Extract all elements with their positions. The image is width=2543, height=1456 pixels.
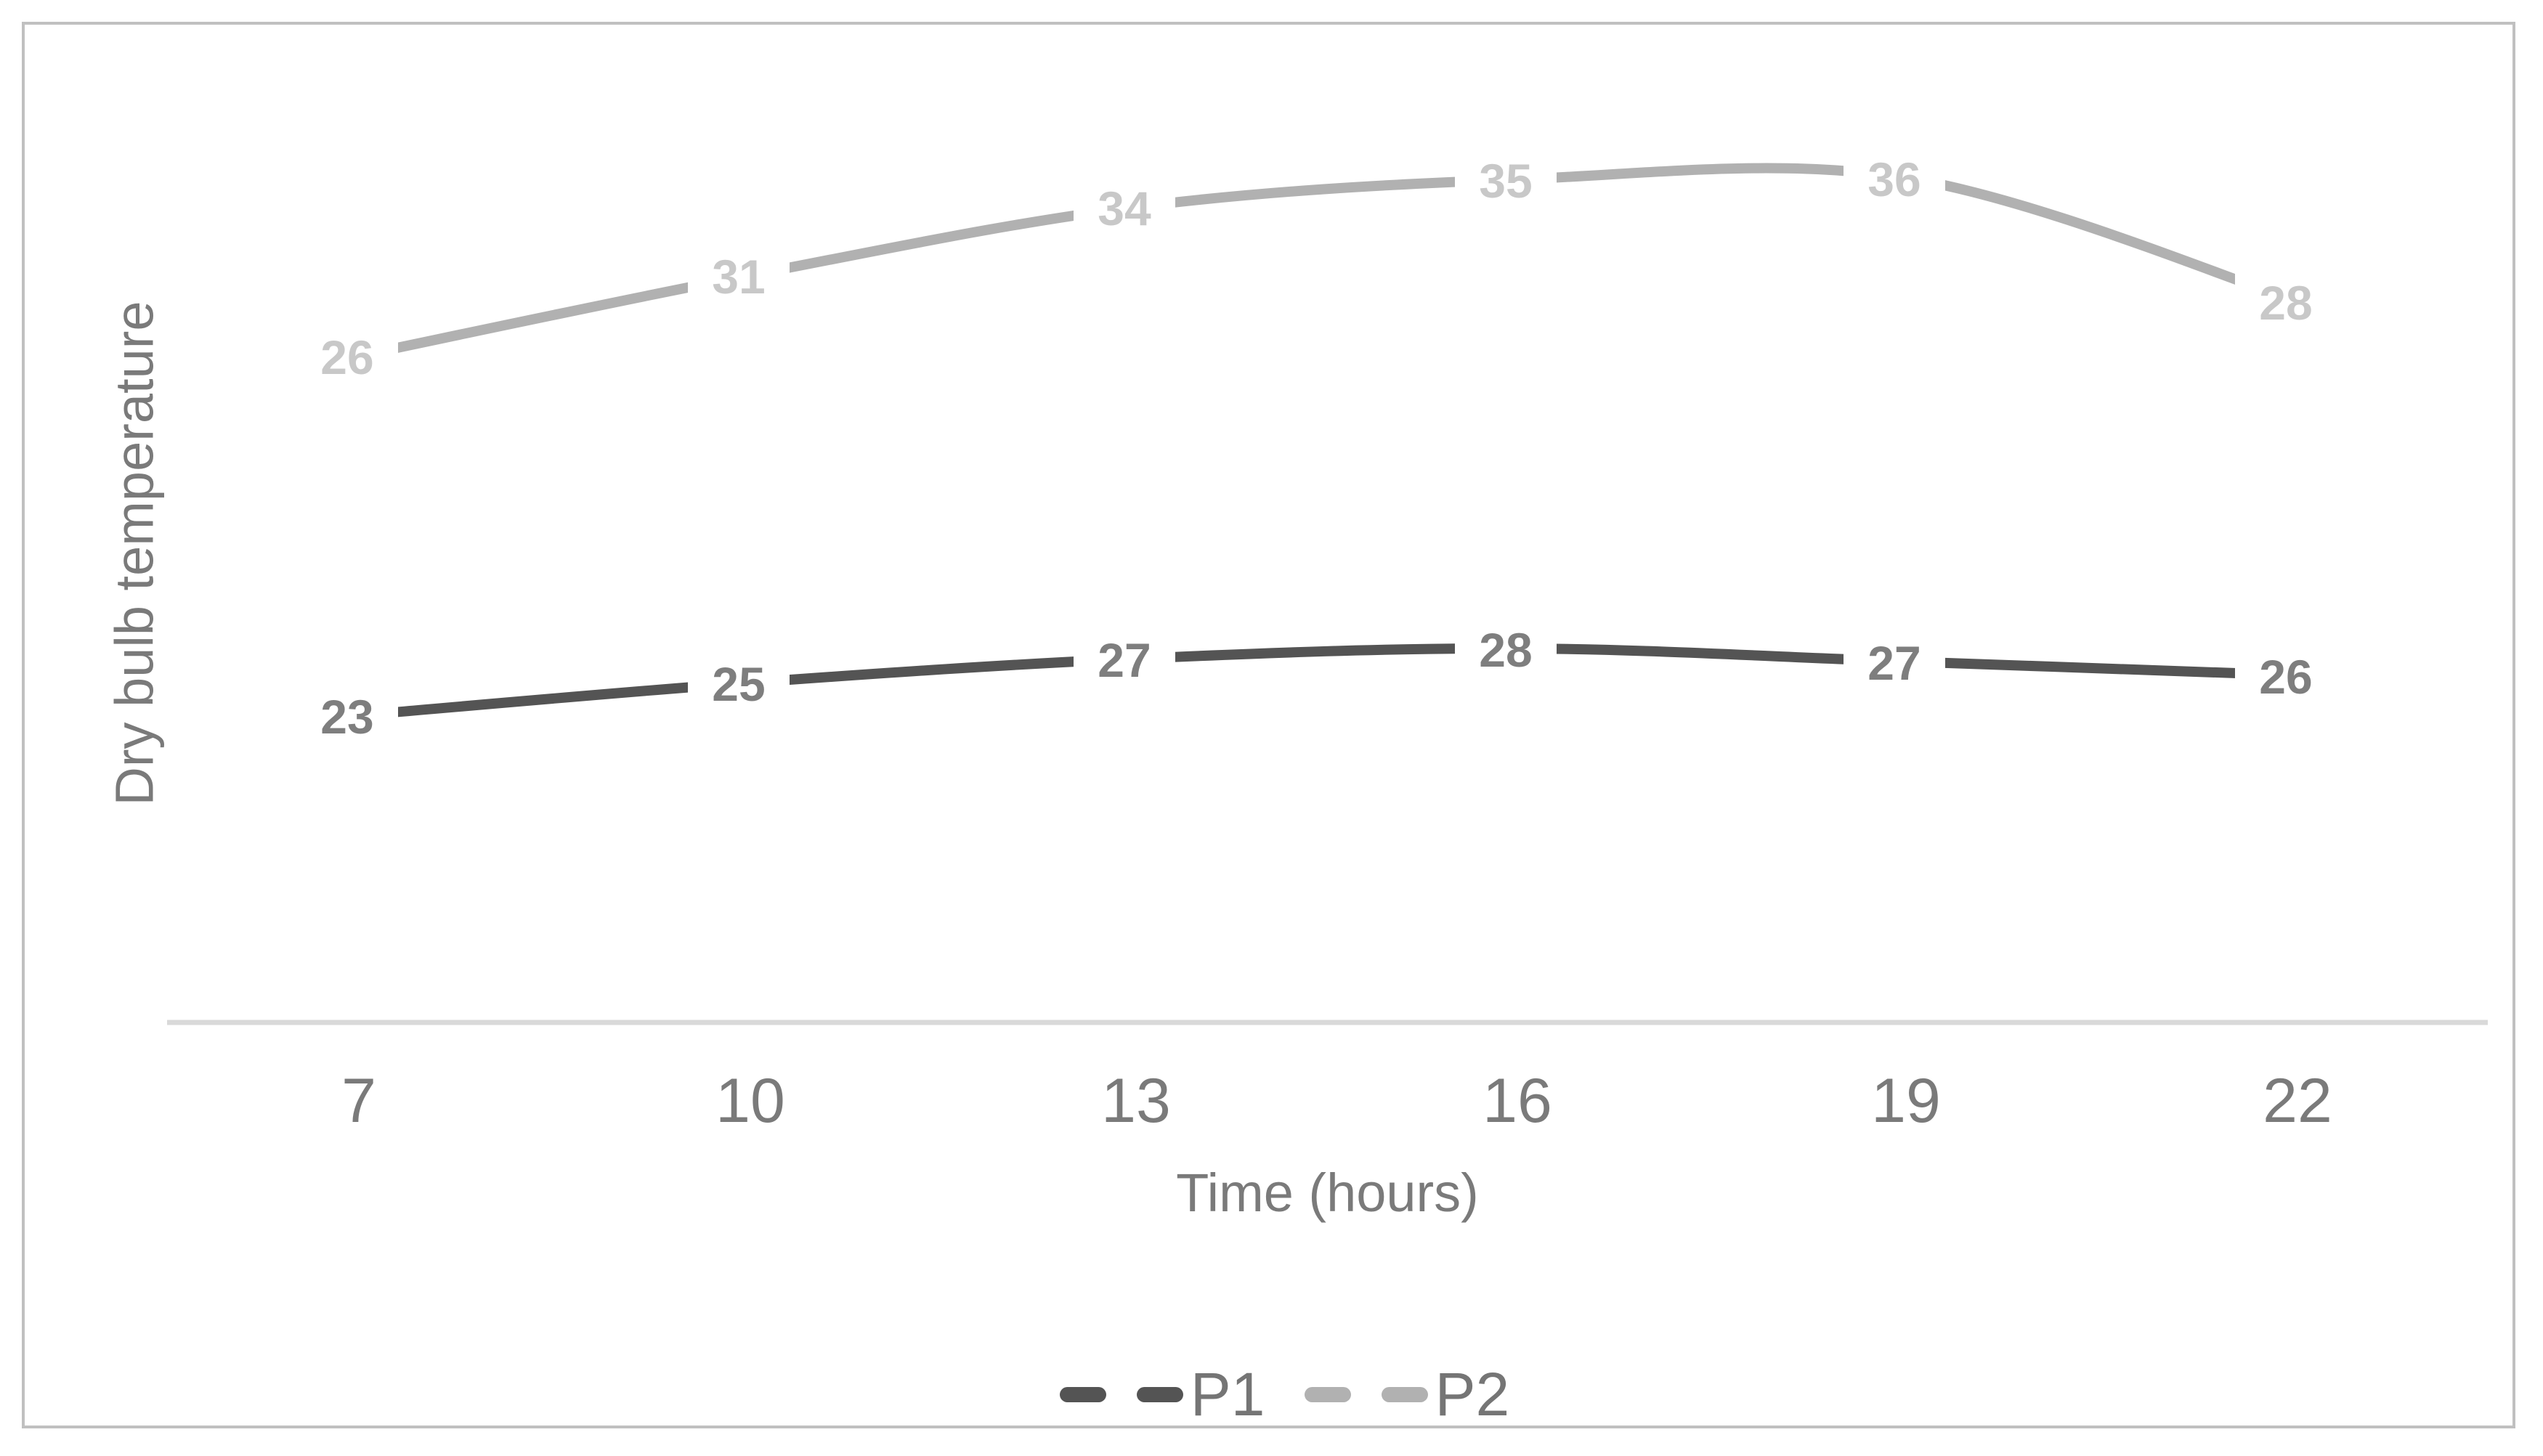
legend-dash-p1-icon (1136, 1386, 1183, 1402)
legend-dash-p2-icon (1304, 1386, 1351, 1402)
x-tick-label: 7 (341, 1066, 376, 1136)
data-label-p1: 25 (712, 657, 765, 711)
x-tick-label: 22 (2263, 1066, 2332, 1136)
data-label-gap (1455, 615, 1557, 685)
data-label-p2: 36 (1867, 152, 1921, 206)
data-label-gap (296, 322, 398, 392)
x-tick-label: 16 (1483, 1066, 1552, 1136)
data-label-p2: 31 (712, 250, 765, 304)
data-label-gap (1074, 625, 1175, 695)
data-label-gap (296, 682, 398, 752)
data-label-p2: 34 (1098, 182, 1151, 235)
series-line-p2 (357, 163, 2300, 361)
legend-item-p2: P2 (1304, 1360, 1510, 1428)
data-label-gap (688, 242, 790, 312)
data-label-p1: 23 (320, 690, 373, 744)
data-label-p2: 28 (2259, 276, 2312, 330)
data-label-p1: 28 (1479, 623, 1532, 677)
legend-dash-p2-icon (1381, 1386, 1428, 1402)
x-axis-title: Time (hours) (1176, 1163, 1479, 1223)
data-label-gap (1844, 628, 1945, 698)
data-label-p1: 27 (1867, 636, 1921, 690)
series-line-p1 (358, 643, 2298, 720)
data-label-gap (1455, 146, 1557, 216)
data-label-gap (2235, 642, 2337, 712)
data-label-p1: 27 (1098, 633, 1151, 687)
y-axis-title: Dry bulb temperature (104, 301, 165, 806)
legend-label-p1: P1 (1190, 1360, 1265, 1428)
data-label-gap (1074, 174, 1175, 243)
legend-dash-p1-icon (1059, 1386, 1106, 1402)
data-label-p2: 35 (1479, 154, 1532, 208)
data-label-p1: 26 (2259, 650, 2312, 704)
legend: P1 P2 (13, 1364, 2543, 1425)
data-label-gap (2235, 268, 2337, 338)
legend-label-p2: P2 (1435, 1360, 1510, 1428)
data-label-gap (1844, 145, 1945, 214)
x-tick-label: 19 (1871, 1066, 1941, 1136)
data-label-gap (688, 649, 790, 719)
x-tick-label: 13 (1101, 1066, 1171, 1136)
data-label-p2: 26 (320, 330, 373, 384)
x-tick-label: 10 (715, 1066, 785, 1136)
legend-item-p1: P1 (1059, 1360, 1265, 1428)
